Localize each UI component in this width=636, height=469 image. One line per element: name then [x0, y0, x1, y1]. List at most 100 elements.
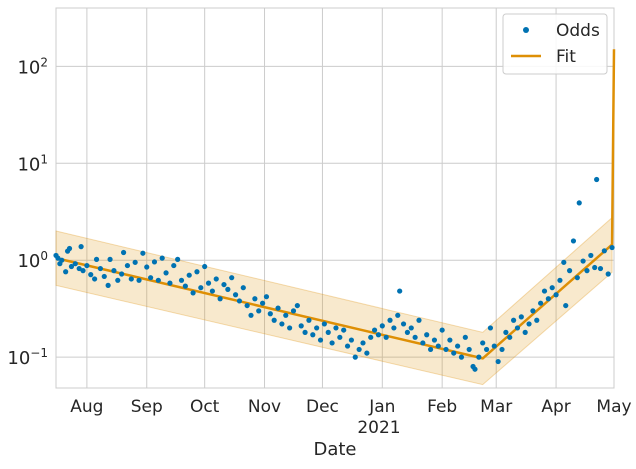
odds-point	[458, 354, 465, 360]
odds-point	[55, 255, 61, 261]
odds-point	[80, 268, 86, 274]
odds-point	[97, 265, 104, 272]
odds-point	[66, 245, 73, 252]
odds-point	[510, 317, 517, 323]
x-tick-label: Sep	[131, 397, 163, 417]
odds-point	[232, 292, 239, 298]
x-tick-label: Aug	[70, 397, 103, 417]
odds-point	[236, 298, 243, 304]
odds-point	[395, 312, 401, 318]
odds-point	[317, 337, 324, 343]
odds-point	[341, 327, 347, 333]
odds-point	[310, 332, 316, 338]
odds-point	[205, 280, 212, 286]
odds-point	[534, 317, 540, 323]
fit-line	[55, 49, 616, 360]
odds-point	[518, 314, 524, 320]
x-tick-label: Mar	[480, 397, 512, 417]
odds-point	[557, 277, 563, 283]
odds-point	[259, 300, 266, 306]
odds-point	[333, 325, 339, 331]
odds-point	[455, 343, 461, 349]
odds-point	[59, 257, 65, 263]
odds-point	[530, 308, 536, 314]
odds-point	[329, 340, 335, 346]
odds-point	[522, 329, 528, 335]
odds-point	[306, 317, 312, 323]
odds-point	[379, 323, 385, 329]
odds-point	[294, 302, 300, 309]
odds-point	[561, 259, 567, 265]
x-axis-label: Date	[313, 439, 356, 460]
odds-point	[84, 262, 90, 269]
odds-point	[424, 332, 430, 338]
odds-point	[605, 271, 611, 277]
odds-point	[248, 312, 254, 318]
odds-point	[383, 334, 389, 340]
odds-point	[344, 343, 351, 349]
odds-point	[93, 256, 100, 262]
odds-point	[538, 300, 544, 306]
odds-point	[190, 290, 196, 296]
odds-point	[271, 317, 277, 323]
x-year-label: 2021	[357, 418, 400, 438]
odds-point	[337, 334, 343, 340]
odds-point	[397, 288, 403, 294]
odds-point	[594, 176, 600, 183]
odds-point	[115, 277, 121, 283]
x-tick-label: Dec	[306, 397, 339, 417]
odds-point	[252, 296, 258, 302]
odds-point	[416, 317, 422, 323]
odds-point	[412, 334, 418, 340]
odds-point	[275, 305, 281, 311]
x-tick-label: Nov	[248, 397, 281, 417]
odds-point	[375, 332, 382, 338]
legend: Odds Fit	[502, 13, 608, 75]
odds-point	[368, 334, 374, 340]
odds-point	[182, 283, 188, 289]
odds-point	[584, 268, 590, 274]
odds-point	[171, 262, 177, 269]
odds-point	[240, 285, 246, 291]
odds-point	[144, 264, 150, 270]
odds-point	[175, 256, 181, 262]
odds-point	[72, 261, 78, 267]
y-tick-label: 10−1	[7, 346, 48, 369]
odds-point	[371, 327, 378, 333]
odds-point	[507, 334, 513, 340]
confidence-band-area	[55, 216, 613, 386]
odds-point	[105, 282, 111, 288]
x-tick-label: Oct	[190, 397, 220, 417]
odds-point	[202, 263, 208, 270]
legend-odds-marker	[523, 27, 529, 33]
odds-point	[107, 256, 113, 262]
odds-point	[476, 354, 482, 360]
y-tick-label: 101	[17, 152, 48, 175]
odds-point	[178, 277, 185, 283]
odds-point	[63, 269, 69, 275]
odds-point	[256, 308, 262, 314]
y-tick-label: 100	[17, 249, 48, 272]
odds-point	[570, 238, 577, 244]
odds-point	[549, 285, 555, 291]
odds-point	[576, 200, 582, 206]
odds-point	[155, 277, 161, 283]
odds-point	[400, 321, 407, 327]
odds-point	[483, 346, 490, 353]
odds-point	[420, 340, 426, 346]
odds-point	[480, 340, 486, 346]
odds-point	[298, 323, 304, 329]
odds-point	[101, 273, 107, 280]
odds-point	[601, 248, 607, 254]
odds-point	[391, 325, 397, 331]
odds-point	[111, 268, 117, 274]
odds-point	[443, 346, 449, 353]
odds-point	[302, 329, 308, 335]
fit-curve	[55, 49, 616, 360]
odds-point	[592, 264, 598, 271]
odds-point	[545, 296, 551, 302]
odds-point	[244, 302, 250, 309]
x-tick-label: Apr	[541, 397, 570, 417]
